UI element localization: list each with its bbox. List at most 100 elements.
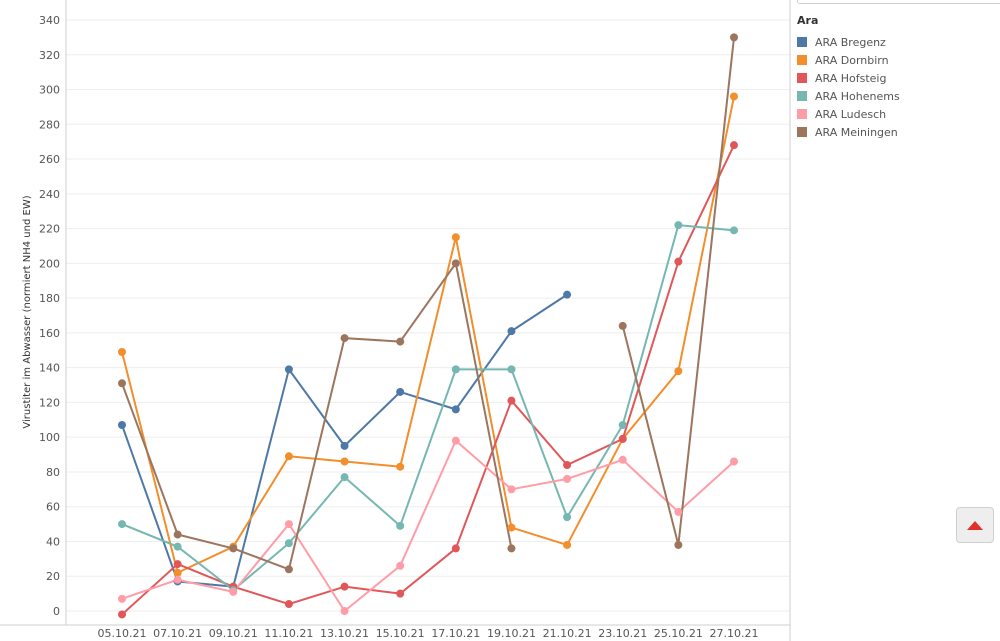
legend-item[interactable]: ARA Dornbirn <box>797 51 1000 69</box>
data-point <box>674 540 683 549</box>
legend-swatch <box>797 55 807 65</box>
legend: Ara ARA Bregenz ARA Dornbirn ARA Hofsteig A… <box>797 14 1000 141</box>
y-tick-label: 80 <box>46 466 60 479</box>
series-line <box>121 439 735 612</box>
y-tick-labels: 0 20 40 60 80 100 120 140 160 180 200 220 240 260 280 3… <box>39 14 60 618</box>
data-point <box>118 348 126 357</box>
data-point <box>118 421 126 430</box>
x-tick-label: 27.10.21 <box>710 627 759 640</box>
data-point <box>507 396 516 405</box>
data-point <box>340 607 349 615</box>
legend-label: ARA Meiningen <box>815 125 898 139</box>
data-point <box>451 259 460 268</box>
legend-item[interactable]: ARA Ludesch <box>797 105 1000 123</box>
x-tick-labels: 05.10.21 07.10.21 09.10.21 11.10.21 13.10.21… <box>98 627 759 640</box>
data-point <box>507 365 516 374</box>
x-tick-label: 13.10.21 <box>320 627 369 640</box>
legend-swatch <box>797 91 807 101</box>
data-point <box>396 387 405 396</box>
scroll-up-button[interactable] <box>956 507 994 543</box>
filter-box[interactable] <box>797 0 1000 4</box>
y-tick-label: 120 <box>39 396 60 409</box>
data-point <box>229 544 238 553</box>
data-point <box>284 600 293 609</box>
y-tick-label: 320 <box>39 49 60 62</box>
data-point <box>284 565 293 574</box>
data-point <box>284 520 293 529</box>
data-point <box>396 561 405 570</box>
data-point <box>507 327 516 336</box>
x-tick-label: 05.10.21 <box>98 627 147 640</box>
data-point <box>173 575 182 584</box>
data-point <box>730 226 738 235</box>
legend-label: ARA Bregenz <box>815 35 886 49</box>
data-point <box>730 33 738 42</box>
data-point <box>396 337 405 346</box>
legend-item[interactable]: ARA Bregenz <box>797 33 1000 51</box>
y-tick-label: 160 <box>39 327 60 340</box>
y-tick-label: 60 <box>46 501 60 514</box>
legend-label: ARA Dornbirn <box>815 53 889 67</box>
data-point <box>618 434 627 443</box>
y-tick-label: 20 <box>46 570 60 583</box>
data-point <box>118 379 126 388</box>
data-point <box>451 405 460 414</box>
y-tick-label: 140 <box>39 362 60 375</box>
data-point <box>118 520 126 529</box>
data-point <box>284 452 293 461</box>
legend-label: ARA Hohenems <box>815 89 900 103</box>
series-line <box>121 224 735 592</box>
data-point <box>284 365 293 374</box>
data-point <box>563 513 572 522</box>
legend-items: ARA Bregenz ARA Dornbirn ARA Hofsteig ARA H… <box>797 33 1000 141</box>
data-point <box>173 530 182 539</box>
data-point <box>451 544 460 553</box>
series-line <box>121 96 735 574</box>
x-tick-label: 21.10.21 <box>543 627 592 640</box>
data-point <box>118 610 126 619</box>
legend-label: ARA Hofsteig <box>815 71 887 85</box>
series-lines <box>121 37 735 616</box>
y-tick-label: 280 <box>39 118 60 131</box>
grid-lines <box>66 19 790 612</box>
data-point <box>674 507 683 516</box>
data-point <box>507 523 516 532</box>
legend-swatch <box>797 109 807 119</box>
legend-swatch <box>797 73 807 83</box>
y-tick-label: 300 <box>39 84 60 97</box>
y-tick-label: 200 <box>39 257 60 270</box>
data-point <box>563 474 572 483</box>
data-point <box>451 233 460 242</box>
data-point <box>340 334 349 343</box>
data-point <box>507 485 516 494</box>
series-line <box>621 37 735 546</box>
triangle-up-icon <box>967 520 983 530</box>
x-tick-label: 15.10.21 <box>376 627 425 640</box>
legend-item[interactable]: ARA Meiningen <box>797 123 1000 141</box>
data-point <box>229 587 238 596</box>
y-tick-label: 340 <box>39 14 60 27</box>
y-tick-label: 180 <box>39 292 60 305</box>
data-point <box>173 568 182 577</box>
y-tick-label: 260 <box>39 153 60 166</box>
x-tick-label: 09.10.21 <box>209 627 258 640</box>
x-tick-label: 25.10.21 <box>654 627 703 640</box>
data-point <box>563 460 572 469</box>
data-point <box>396 589 405 598</box>
legend-item[interactable]: ARA Hofsteig <box>797 69 1000 87</box>
y-tick-label: 40 <box>46 535 60 548</box>
y-tick-label: 220 <box>39 223 60 236</box>
data-point <box>451 436 460 445</box>
data-point <box>674 257 683 266</box>
x-tick-label: 23.10.21 <box>598 627 647 640</box>
x-tick-label: 17.10.21 <box>431 627 480 640</box>
data-point <box>563 290 572 299</box>
y-tick-label: 240 <box>39 188 60 201</box>
data-point <box>340 473 349 482</box>
data-point <box>340 457 349 466</box>
legend-item[interactable]: ARA Hohenems <box>797 87 1000 105</box>
axes: Virustiter im Abwasser (normiert NH4 und… <box>0 0 791 641</box>
x-tick-label: 19.10.21 <box>487 627 536 640</box>
data-point <box>396 521 405 530</box>
